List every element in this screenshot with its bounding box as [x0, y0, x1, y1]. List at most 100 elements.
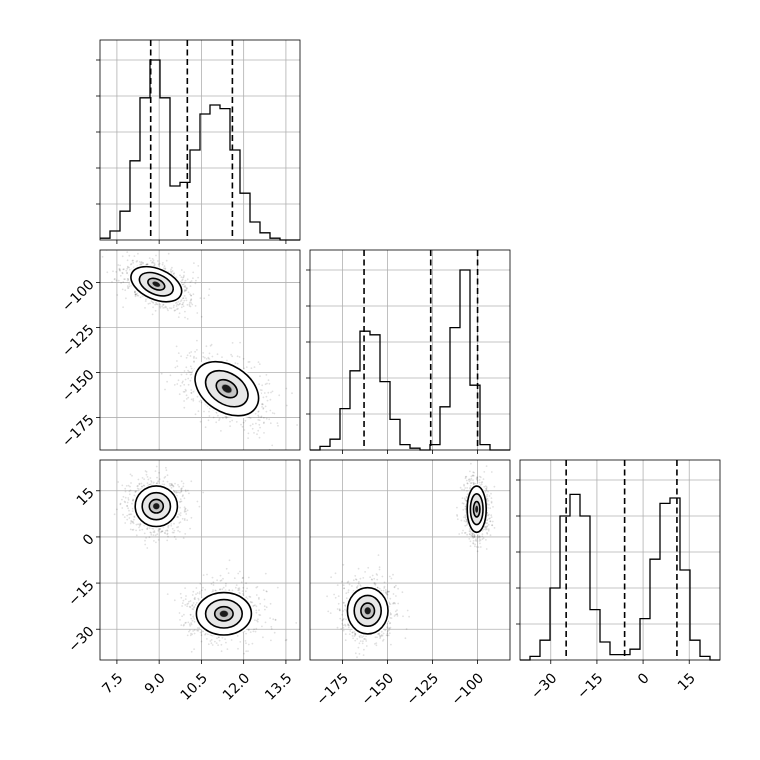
- sample-point: [205, 345, 208, 348]
- sample-point: [145, 298, 147, 301]
- sample-point: [169, 307, 171, 309]
- sample-point: [161, 530, 164, 533]
- sample-point: [218, 417, 221, 420]
- sample-point: [179, 300, 182, 303]
- sample-point: [113, 278, 116, 280]
- sample-point: [189, 281, 192, 283]
- sample-point: [261, 402, 264, 405]
- sample-point: [265, 410, 268, 413]
- sample-point: [155, 541, 157, 544]
- sample-point: [202, 574, 205, 576]
- sample-point: [197, 410, 200, 413]
- sample-point: [256, 620, 259, 623]
- sample-point: [167, 252, 170, 255]
- sample-point: [140, 261, 143, 263]
- sample-point: [130, 519, 133, 522]
- sample-point: [175, 345, 178, 348]
- sample-point: [278, 394, 281, 397]
- sample-point: [255, 619, 258, 622]
- sample-point: [182, 305, 185, 308]
- sample-point: [171, 527, 174, 530]
- sample-point: [471, 533, 474, 535]
- sample-point: [339, 617, 342, 620]
- sample-point: [155, 465, 158, 468]
- sample-point: [207, 356, 210, 359]
- sample-point: [156, 533, 159, 536]
- sample-point: [486, 532, 489, 535]
- sample-point: [119, 264, 121, 267]
- sample-point: [189, 629, 191, 632]
- sample-point: [153, 531, 156, 534]
- sample-point: [218, 453, 220, 455]
- sample-point: [170, 307, 173, 310]
- sample-point: [178, 530, 181, 533]
- sample-point: [392, 573, 394, 576]
- sample-point: [221, 636, 224, 639]
- sample-point: [181, 517, 184, 520]
- sample-point: [159, 303, 162, 306]
- sample-point: [380, 630, 383, 633]
- sample-point: [173, 599, 176, 602]
- sample-point: [362, 654, 365, 656]
- sample-point: [134, 291, 136, 294]
- sample-point: [485, 539, 487, 541]
- sample-point: [185, 299, 188, 302]
- sample-point: [180, 490, 183, 493]
- sample-point: [166, 530, 169, 532]
- sample-point: [135, 490, 138, 493]
- density-content: [101, 250, 298, 455]
- sample-point: [486, 493, 489, 496]
- sample-point: [179, 491, 181, 494]
- sample-point: [473, 534, 475, 537]
- sample-point: [190, 302, 193, 304]
- sample-point: [182, 380, 184, 383]
- sample-point: [217, 644, 220, 646]
- sample-point: [261, 403, 263, 406]
- sample-point: [472, 481, 475, 484]
- sample-point: [230, 639, 233, 641]
- sample-point: [117, 279, 120, 282]
- sample-point: [460, 519, 463, 522]
- sample-point: [135, 523, 138, 526]
- sample-point: [203, 356, 206, 359]
- sample-point: [465, 475, 468, 478]
- sample-point: [167, 309, 169, 312]
- sample-point: [463, 532, 466, 534]
- sample-point: [485, 486, 488, 488]
- sample-point: [185, 297, 187, 300]
- sample-point: [469, 485, 472, 487]
- sample-point: [166, 307, 169, 310]
- sample-point: [152, 302, 155, 304]
- sample-point: [408, 615, 410, 618]
- sample-point: [190, 392, 193, 394]
- sample-point: [164, 268, 167, 270]
- sample-point: [349, 630, 352, 632]
- sample-point: [251, 427, 254, 430]
- sample-point: [263, 417, 265, 419]
- sample-point: [490, 514, 493, 517]
- sample-point: [234, 586, 237, 589]
- panel-frame: [99, 459, 301, 661]
- sample-point: [189, 305, 192, 308]
- sample-point: [177, 307, 179, 310]
- hist-panel-p0: [96, 39, 301, 241]
- sample-point: [365, 645, 368, 647]
- sample-point: [179, 498, 182, 501]
- sample-point: [147, 478, 150, 481]
- sample-point: [178, 485, 181, 488]
- sample-point: [184, 285, 187, 287]
- sample-point: [257, 410, 260, 413]
- sample-point: [128, 493, 131, 496]
- sample-point: [211, 355, 214, 358]
- sample-point: [340, 627, 343, 630]
- sample-point: [373, 583, 376, 585]
- sample-point: [134, 293, 137, 296]
- sample-point: [183, 506, 186, 509]
- sample-point: [193, 357, 195, 359]
- sample-point: [254, 604, 256, 606]
- sample-point: [487, 499, 490, 502]
- sample-point: [493, 527, 496, 529]
- sample-point: [193, 605, 196, 608]
- sample-point: [151, 257, 154, 260]
- sample-point: [144, 307, 146, 309]
